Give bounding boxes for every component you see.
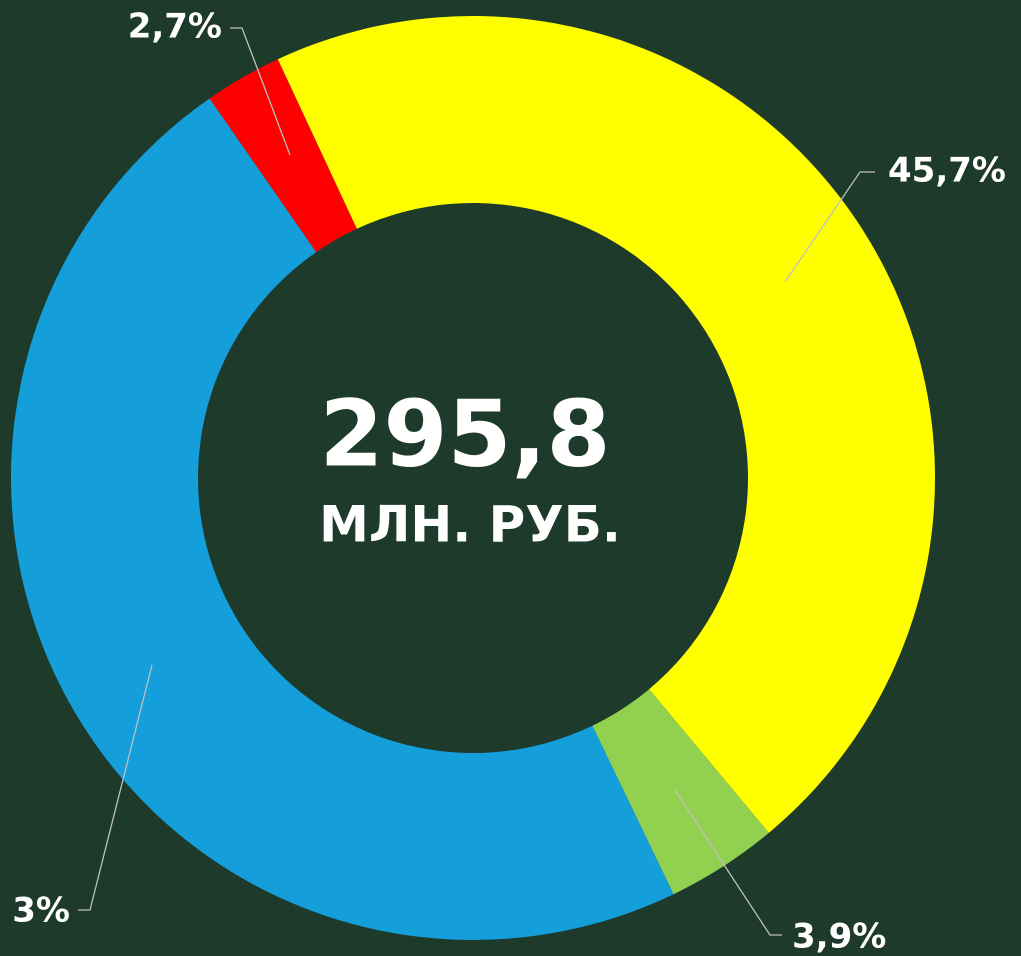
center-unit: МЛН. РУБ.	[319, 496, 621, 554]
data-label: 3,9%	[792, 917, 886, 956]
page: 295,8 МЛН. РУБ. 45,7%3,9%3%2,7% (() => {…	[0, 0, 1021, 956]
chart: 295,8 МЛН. РУБ. 45,7% 3,9% 3% 2,7%	[0, 0, 1021, 956]
data-label: 2,7%	[128, 7, 222, 47]
data-label: 45,7%	[888, 151, 1006, 191]
data-label: 3%	[12, 891, 70, 931]
center-value: 295,8	[319, 380, 610, 487]
